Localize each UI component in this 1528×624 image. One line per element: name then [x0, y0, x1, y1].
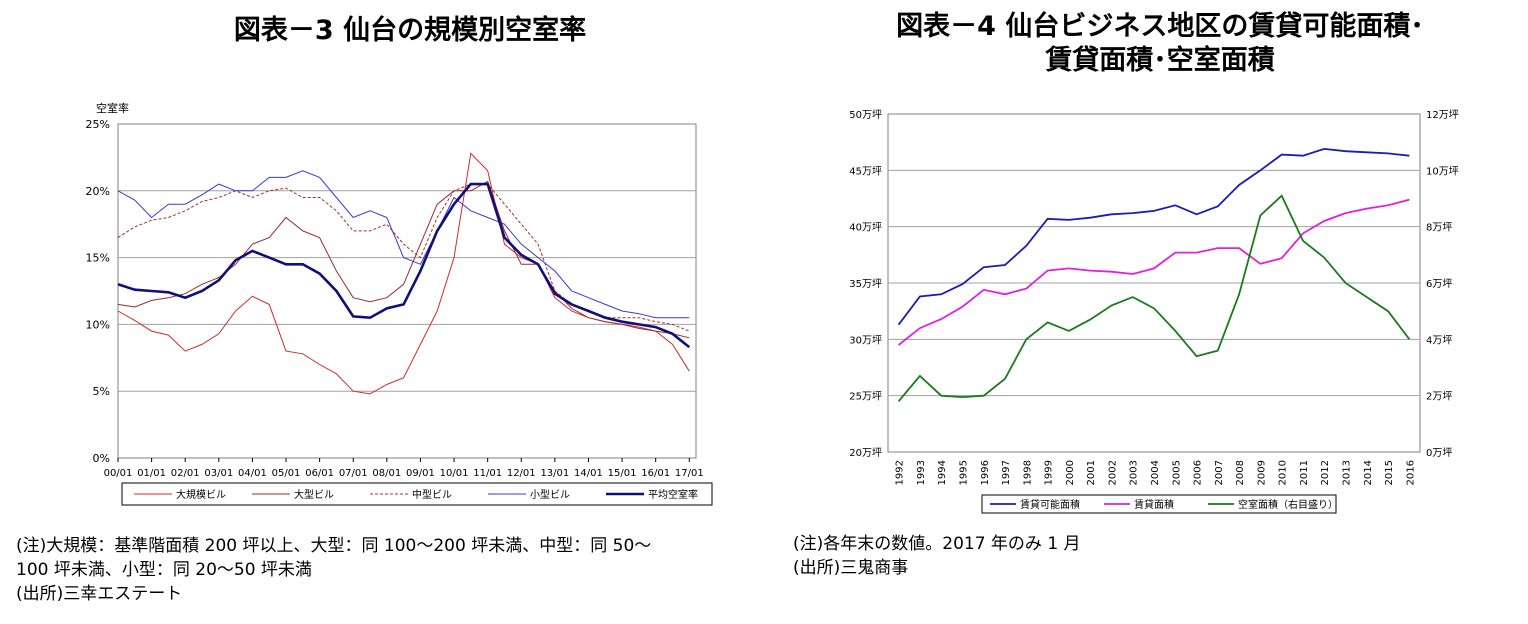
x-tick-label: 2013 [1342, 460, 1353, 485]
series-line [897, 147, 1410, 326]
x-tick-label: 2010 [1278, 460, 1289, 485]
y-axis-label: 空室率 [96, 101, 129, 115]
legend-label: 空室面積（右目盛り） [1238, 498, 1338, 511]
series-line [117, 180, 690, 339]
x-tick-label: 2011 [1299, 460, 1310, 485]
series-line [117, 182, 691, 349]
x-tick-label: 05/01 [272, 468, 301, 479]
plot-area [117, 123, 697, 459]
x-tick-label: 2014 [1363, 460, 1374, 485]
y-right-tick-label: 2万坪 [1426, 390, 1452, 403]
y-tick-label: 25% [86, 118, 110, 131]
x-tick-label: 2007 [1214, 460, 1225, 485]
legend-label: 大規模ビル [176, 488, 226, 501]
left-chart-title: 図表－3 仙台の規模別空室率 [233, 15, 587, 46]
right-chart-notes: (注)各年末の数値。2017 年のみ 1 月 (出所)三鬼商事 [793, 532, 1081, 580]
x-tick-label: 07/01 [339, 468, 368, 479]
right-title-line-2: 賃貸面積･空室面積 [1045, 45, 1275, 76]
note-line: (注)大規模：基準階面積 200 坪以上、大型：同 100～200 坪未満、中型… [16, 536, 652, 556]
x-tick-label: 09/01 [406, 468, 435, 479]
legend-label: 中型ビル [412, 488, 452, 501]
legend-label: 大型ビル [294, 488, 334, 501]
x-tick-label: 11/01 [473, 468, 502, 479]
x-tick-label: 2008 [1235, 460, 1246, 485]
x-tick-label: 16/01 [641, 468, 670, 479]
x-tick-label: 14/01 [574, 468, 603, 479]
x-tick-label: 12/01 [507, 468, 536, 479]
note-line: (注)各年末の数値。2017 年のみ 1 月 [793, 534, 1081, 554]
y-tick-label: 20% [86, 185, 110, 198]
source-line: (出所)三鬼商事 [793, 558, 909, 578]
x-tick-label: 2016 [1405, 460, 1416, 485]
x-tick-label: 1994 [937, 460, 948, 485]
y-right-tick-label: 4万坪 [1426, 333, 1452, 346]
note-line: 100 坪未満、小型：同 20～50 坪未満 [16, 560, 312, 580]
x-tick-label: 10/01 [440, 468, 469, 479]
y-left-tick-label: 25万坪 [849, 390, 882, 403]
x-tick-label: 1995 [958, 460, 969, 485]
x-tick-label: 2012 [1320, 460, 1331, 485]
x-tick-label: 1992 [895, 460, 906, 485]
series-line [117, 170, 690, 319]
x-tick-label: 2005 [1171, 460, 1182, 485]
right-title-line-1: 図表－4 仙台ビジネス地区の賃貸可能面積･ [896, 11, 1424, 42]
legend-box [981, 494, 1337, 514]
x-tick-label: 2015 [1384, 460, 1395, 485]
y-tick-label: 10% [86, 318, 110, 331]
x-tick-label: 02/01 [171, 468, 200, 479]
x-tick-label: 2003 [1129, 460, 1140, 485]
x-tick-label: 15/01 [608, 468, 637, 479]
x-tick-label: 06/01 [305, 468, 334, 479]
y-right-tick-label: 6万坪 [1426, 277, 1452, 290]
y-left-tick-label: 30万坪 [849, 333, 882, 346]
x-tick-label: 1996 [980, 460, 991, 485]
y-right-tick-label: 10万坪 [1426, 164, 1459, 177]
y-left-tick-label: 20万坪 [849, 446, 882, 459]
series-line [897, 194, 1411, 402]
x-tick-label: 2006 [1193, 460, 1204, 485]
y-left-tick-label: 40万坪 [849, 221, 882, 234]
x-tick-label: 13/01 [540, 468, 569, 479]
x-tick-label: 2002 [1107, 460, 1118, 485]
x-tick-label: 1998 [1022, 460, 1033, 485]
y-left-tick-label: 50万坪 [849, 108, 882, 121]
legend-label: 賃貸面積 [1134, 498, 1174, 511]
left-chart-notes: (注)大規模：基準階面積 200 坪以上、大型：同 100～200 坪未満、中型… [16, 534, 651, 606]
x-tick-label: 08/01 [372, 468, 401, 479]
x-tick-label: 03/01 [204, 468, 233, 479]
legend-box [121, 482, 713, 506]
legend-label: 平均空室率 [648, 488, 698, 501]
x-tick-label: 01/01 [137, 468, 166, 479]
legend-label: 小型ビル [530, 488, 570, 501]
x-tick-label: 00/01 [104, 468, 133, 479]
source-line: (出所)三幸エステート [16, 584, 183, 604]
y-left-tick-label: 45万坪 [849, 164, 882, 177]
y-right-tick-label: 0万坪 [1426, 446, 1452, 459]
y-right-tick-label: 12万坪 [1426, 108, 1459, 121]
series-line [898, 198, 1410, 346]
x-tick-label: 2000 [1065, 460, 1076, 485]
x-tick-label: 2009 [1256, 460, 1267, 485]
y-tick-label: 5% [93, 385, 110, 398]
y-tick-label: 0% [93, 452, 110, 465]
y-left-tick-label: 35万坪 [849, 277, 882, 290]
vacancy-rate-chart: 空室率 0% 5% 10% 15% 20% 25% 00/01 01/01 02/01 03/01 0… [86, 101, 713, 506]
office-area-chart: 20万坪 0万坪 25万坪 2万坪 30万坪 4万坪 35万坪 6万坪 40万坪 8万坪 45万坪 1… [849, 108, 1459, 514]
legend-label: 賃貸可能面積 [1020, 498, 1080, 511]
x-tick-label: 1993 [916, 460, 927, 485]
x-tick-label: 1999 [1044, 460, 1055, 485]
x-tick-label: 2004 [1150, 460, 1161, 485]
x-tick-label: 2001 [1086, 460, 1097, 485]
y-tick-label: 15% [86, 252, 110, 265]
x-tick-label: 17/01 [675, 468, 704, 479]
x-tick-label: 1997 [1001, 460, 1012, 485]
right-chart-title: 図表－4 仙台ビジネス地区の賃貸可能面積･ 賃貸面積･空室面積 [830, 10, 1490, 78]
x-tick-label: 04/01 [238, 468, 267, 479]
y-right-tick-label: 8万坪 [1426, 221, 1452, 234]
